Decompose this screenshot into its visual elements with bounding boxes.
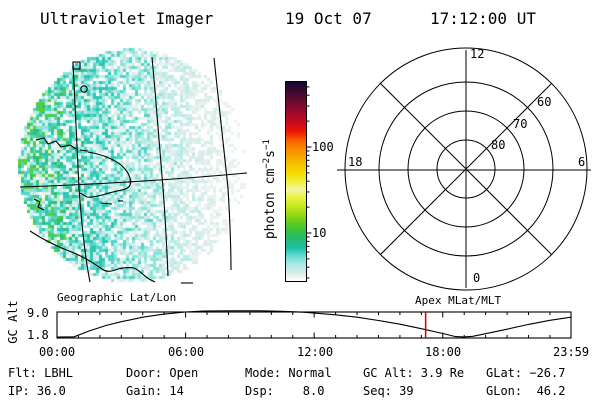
uv-image-canvas [15, 45, 251, 287]
mlt-spoke-diagonal [379, 82, 553, 256]
date-label: 19 Oct 07 [285, 9, 372, 28]
mlat-mlt-grid [337, 47, 591, 291]
status-seq: Seq: 39 [363, 384, 414, 398]
mlat-label-70: 70 [513, 117, 528, 131]
colorbar-tick-100: 100 [312, 140, 334, 154]
timeline-xtick-0000: 00:00 [39, 345, 76, 359]
mlt-label-18: 18 [348, 155, 363, 169]
status-dsp: Dsp: 8.0 [245, 384, 325, 398]
status-gain: Gain: 14 [126, 384, 184, 398]
gc-alt-curve [56, 310, 572, 338]
colorbar-units-label: photon cm−2s−1 [262, 119, 278, 259]
timeline-ytick-max: 9.0 [27, 306, 49, 320]
meridian-line [151, 56, 169, 277]
status-gcalt: GC Alt: 3.9 Re [363, 366, 465, 380]
mlt-label-0: 0 [473, 271, 481, 285]
timeline-xtick-1200: 12:00 [297, 345, 334, 359]
status-glat: GLat: −26.7 [486, 366, 566, 380]
colorbar-units-exp: −1 [261, 139, 272, 151]
mlt-label-12: 12 [470, 47, 485, 61]
mlat-label-60: 60 [537, 95, 552, 109]
colorbar-units-exp: −2 [261, 157, 272, 169]
disk-panel-label: Geographic Lat/Lon [57, 291, 177, 304]
timeline-ytick-min: 1.8 [27, 328, 49, 342]
ring-marker-icon [80, 85, 88, 93]
geographic-grid [19, 56, 248, 283]
mlt-label-6: 6 [578, 155, 586, 169]
status-glon: GLon: 46.2 [486, 384, 566, 398]
colorbar-tick-10: 10 [312, 226, 327, 240]
status-ip: IP: 36.0 [8, 384, 66, 398]
latitude-line [19, 172, 248, 188]
timeline-xtick-1800: 18:00 [425, 345, 462, 359]
status-mode: Mode: Normal [245, 366, 332, 380]
time-label: 17:12:00 UT [430, 9, 536, 28]
polar-panel-label: Apex MLat/MLT [415, 294, 502, 307]
timeline-xtick-2359: 23:59 [553, 345, 590, 359]
timeline-dynamic [56, 310, 572, 338]
status-door: Door: Open [126, 366, 199, 380]
colorbar-units-prefix: photon cm [263, 168, 279, 240]
colorbar-ticks [306, 86, 312, 279]
timeline-ylabel: GC Alt [6, 300, 20, 344]
meridian-line [72, 62, 91, 283]
status-flt: Flt: LBHL [8, 366, 74, 380]
app-title: Ultraviolet Imager [40, 9, 214, 28]
colorbar-units-mid: s [263, 150, 279, 158]
coastlines [29, 137, 193, 284]
meridian-line [213, 57, 232, 271]
flag-marker-icon [72, 61, 81, 70]
mlat-ring-50 [344, 47, 588, 291]
mlat-label-80: 80 [491, 138, 506, 152]
timeline-xtick-0600: 06:00 [168, 345, 205, 359]
